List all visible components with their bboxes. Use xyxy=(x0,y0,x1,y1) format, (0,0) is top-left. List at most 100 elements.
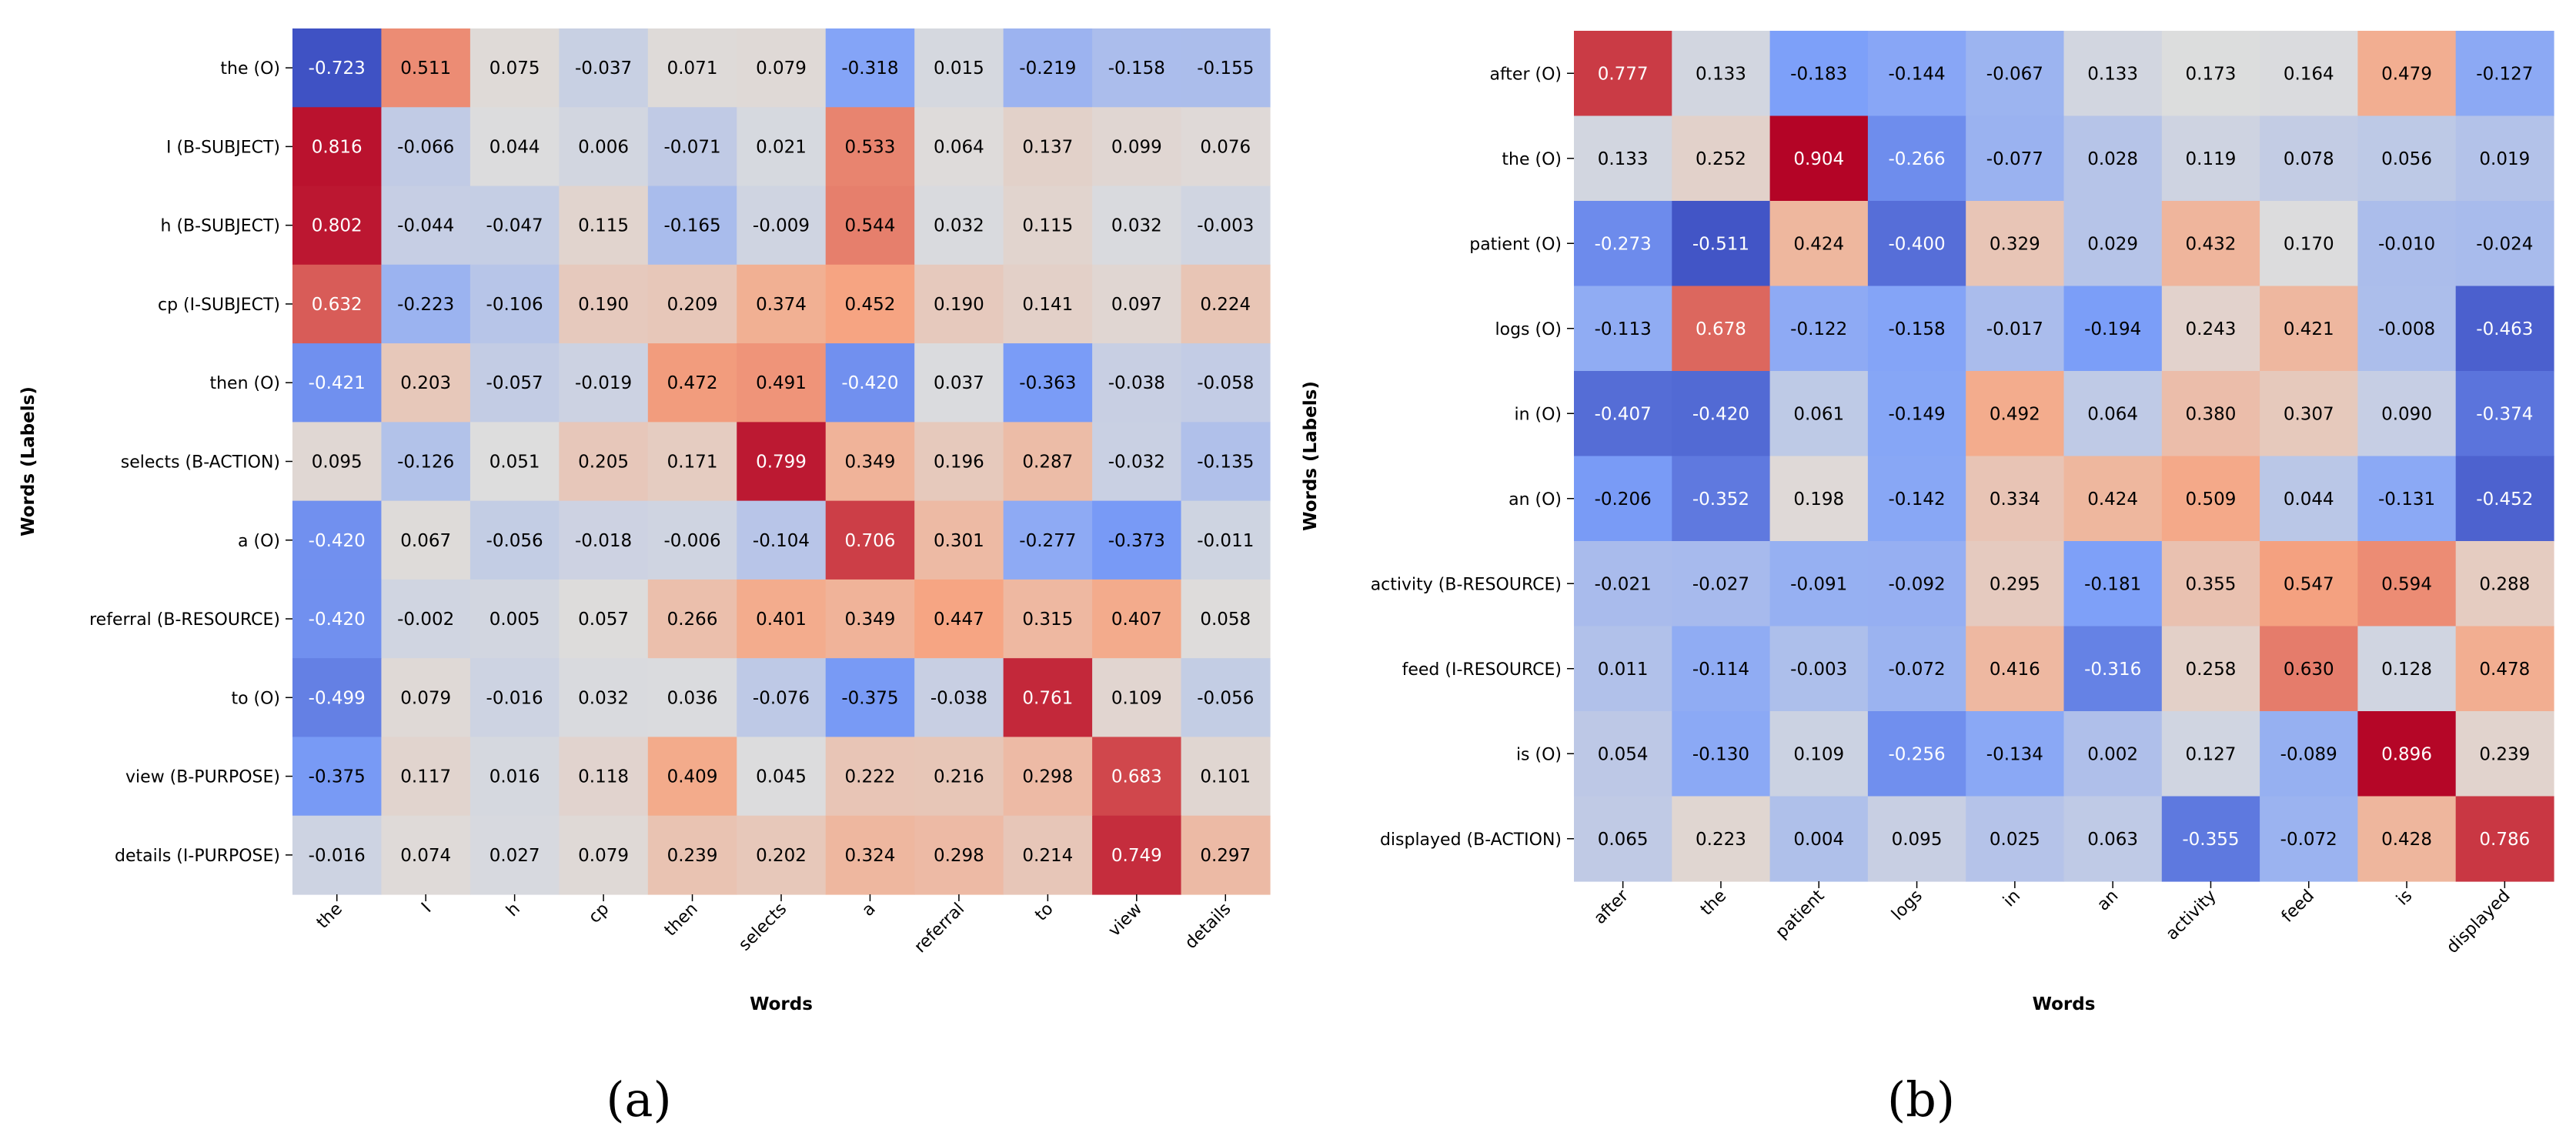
cell-r2-c3 xyxy=(559,185,649,266)
cell-value-r1-c1: 0.252 xyxy=(1696,149,1746,169)
cell-r2-c10 xyxy=(1181,185,1271,266)
cell-value-r9-c3: 0.118 xyxy=(578,767,629,787)
cell-r7-c7 xyxy=(2260,626,2358,712)
cell-value-r9-c1: 0.223 xyxy=(1696,830,1746,850)
cell-value-r10-c2: 0.027 xyxy=(489,846,540,866)
cell-value-r5-c4: 0.334 xyxy=(1990,489,2040,510)
cell-value-r7-c0: 0.011 xyxy=(1598,660,1649,680)
cell-r8-c3 xyxy=(1867,711,1966,797)
x-tick-label-cp: cp xyxy=(585,900,613,927)
cell-value-r4-c3: -0.149 xyxy=(1888,404,1945,424)
cell-r1-c1 xyxy=(381,107,471,187)
cell-r1-c9 xyxy=(1092,107,1182,187)
cell-value-r6-c0: -0.420 xyxy=(309,531,366,551)
cell-value-r1-c6: 0.119 xyxy=(2186,149,2237,169)
cell-r7-c8 xyxy=(2357,626,2457,712)
cell-value-r7-c9: 0.478 xyxy=(2479,660,2530,680)
cell-value-r4-c1: 0.203 xyxy=(400,373,451,393)
cell-r1-c3 xyxy=(1867,115,1966,202)
cell-r9-c4 xyxy=(1966,796,2065,882)
cell-value-r8-c2: 0.109 xyxy=(1793,744,1844,764)
cell-value-r10-c4: 0.239 xyxy=(667,846,718,866)
cell-r0-c4 xyxy=(1966,31,2065,117)
cell-r6-c6 xyxy=(2161,541,2260,627)
cell-r9-c2 xyxy=(469,737,560,817)
y-tick-label-activity-b-resource: activity (B-RESOURCE) xyxy=(1371,575,1562,594)
cell-value-r2-c10: -0.003 xyxy=(1197,216,1254,236)
cell-r3-c3 xyxy=(1867,286,1966,372)
cell-value-r0-c10: -0.155 xyxy=(1197,58,1254,79)
cell-r6-c9 xyxy=(2455,541,2554,627)
cell-r8-c10 xyxy=(1181,658,1271,738)
cell-value-r2-c8: 0.115 xyxy=(1022,216,1073,236)
cell-value-r1-c10: 0.076 xyxy=(1200,137,1251,157)
cell-value-r2-c8: -0.010 xyxy=(2378,234,2435,254)
cell-value-r8-c1: 0.079 xyxy=(400,688,451,708)
cell-value-r8-c5: -0.076 xyxy=(753,688,810,708)
cell-r5-c8 xyxy=(1003,422,1093,502)
cell-value-r6-c5: -0.181 xyxy=(2084,574,2141,594)
cell-value-r5-c0: 0.095 xyxy=(312,453,363,473)
y-tick-label-after-o: after (O) xyxy=(1489,65,1562,84)
cell-r9-c1 xyxy=(381,737,471,817)
cell-r4-c0 xyxy=(292,343,383,423)
cell-value-r3-c9: -0.463 xyxy=(2476,319,2533,339)
cell-value-r3-c7: 0.421 xyxy=(2284,319,2334,339)
cell-r3-c6 xyxy=(825,264,915,344)
cell-r10-c3 xyxy=(559,815,649,895)
cell-value-r4-c4: 0.472 xyxy=(667,373,718,393)
cell-value-r8-c1: -0.130 xyxy=(1692,744,1749,764)
cell-value-r2-c9: -0.024 xyxy=(2476,234,2533,254)
cell-r9-c3 xyxy=(559,737,649,817)
cell-value-r8-c10: -0.056 xyxy=(1197,688,1254,708)
cell-r2-c9 xyxy=(2455,201,2554,287)
cell-r6-c5 xyxy=(737,500,827,580)
cell-r6-c6 xyxy=(825,500,915,580)
cell-value-r4-c9: -0.374 xyxy=(2476,404,2533,424)
cell-value-r9-c4: 0.409 xyxy=(667,767,718,787)
cell-value-r10-c9: 0.749 xyxy=(1111,846,1162,866)
cell-value-r8-c9: 0.239 xyxy=(2479,744,2530,764)
y-tick-label-the-o: the (O) xyxy=(1502,150,1562,169)
cell-r6-c2 xyxy=(469,500,560,580)
cell-r4-c2 xyxy=(1769,371,1869,457)
cell-r1-c2 xyxy=(469,107,560,187)
cell-value-r1-c3: 0.006 xyxy=(578,137,629,157)
cell-r2-c7 xyxy=(914,185,1004,266)
x-tick-label-h: h xyxy=(503,900,524,921)
cell-r6-c2 xyxy=(1769,541,1869,627)
cell-r0-c0 xyxy=(1574,31,1672,117)
cell-r8-c6 xyxy=(825,658,915,738)
cell-r9-c7 xyxy=(914,737,1004,817)
cell-r4-c8 xyxy=(1003,343,1093,423)
cell-value-r0-c1: 0.133 xyxy=(1696,64,1746,84)
cell-value-r7-c6: 0.349 xyxy=(845,610,896,630)
cell-r5-c5 xyxy=(737,422,827,502)
cell-value-r0-c5: 0.133 xyxy=(2087,64,2138,84)
cell-r9-c8 xyxy=(2357,796,2457,882)
cell-r8-c9 xyxy=(1092,658,1182,738)
x-tick-label-is: is xyxy=(2393,887,2416,910)
cell-value-r6-c5: -0.104 xyxy=(753,531,810,551)
cell-r8-c4 xyxy=(647,658,737,738)
cell-r9-c2 xyxy=(1769,796,1869,882)
x-tick-label-the: the xyxy=(1697,887,1730,920)
cell-r10-c7 xyxy=(914,815,1004,895)
cell-r9-c8 xyxy=(1003,737,1093,817)
cell-r7-c6 xyxy=(2161,626,2260,712)
cell-value-r5-c5: 0.424 xyxy=(2087,489,2138,510)
cell-value-r2-c1: -0.044 xyxy=(397,216,454,236)
cell-r5-c3 xyxy=(559,422,649,502)
cell-value-r2-c6: 0.544 xyxy=(845,216,896,236)
cell-r5-c5 xyxy=(2063,456,2163,542)
cell-r3-c7 xyxy=(914,264,1004,344)
cell-value-r6-c8: -0.277 xyxy=(1019,531,1076,551)
cell-value-r6-c1: -0.027 xyxy=(1692,574,1749,594)
cell-r7-c10 xyxy=(1181,579,1271,659)
cell-value-r0-c9: -0.158 xyxy=(1108,58,1165,79)
cell-r3-c9 xyxy=(2455,286,2554,372)
cell-r5-c10 xyxy=(1181,422,1271,502)
cell-value-r6-c4: 0.295 xyxy=(1990,574,2040,594)
cell-r1-c7 xyxy=(2260,115,2358,202)
y-tick-label-the-o: the (O) xyxy=(220,59,280,79)
